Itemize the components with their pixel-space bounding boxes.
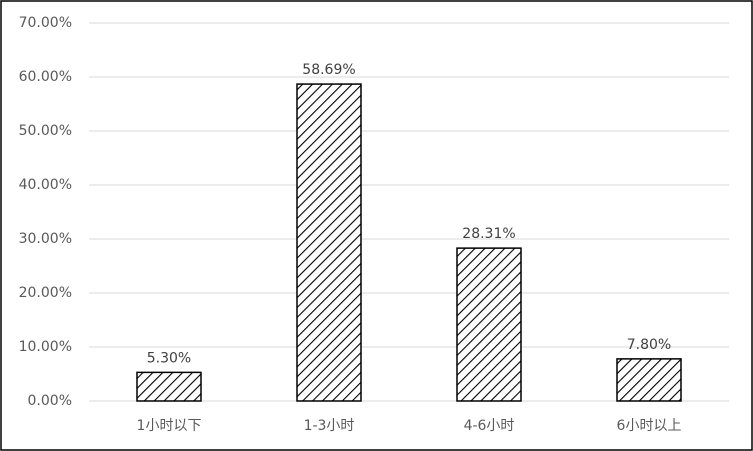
y-tick-label: 20.00%	[19, 285, 72, 301]
y-tick-label: 0.00%	[28, 393, 72, 409]
bar	[616, 358, 682, 402]
y-tick-label: 30.00%	[19, 231, 72, 247]
y-tick-label: 40.00%	[19, 177, 72, 193]
x-tick-label: 6小时以上	[617, 418, 682, 434]
y-tick-label: 10.00%	[19, 339, 72, 355]
value-label: 28.31%	[462, 226, 515, 242]
x-tick-label: 1小时以下	[137, 418, 202, 434]
bar	[456, 247, 522, 402]
value-label: 5.30%	[147, 350, 191, 366]
y-tick-label: 60.00%	[19, 69, 72, 85]
value-label: 58.69%	[302, 62, 355, 78]
bar	[296, 83, 362, 402]
x-tick-label: 1-3小时	[304, 418, 355, 434]
y-tick-label: 70.00%	[19, 15, 72, 31]
value-label: 7.80%	[627, 337, 671, 353]
y-tick-label: 50.00%	[19, 123, 72, 139]
x-tick-label: 4-6小时	[464, 418, 515, 434]
bar	[136, 371, 202, 402]
